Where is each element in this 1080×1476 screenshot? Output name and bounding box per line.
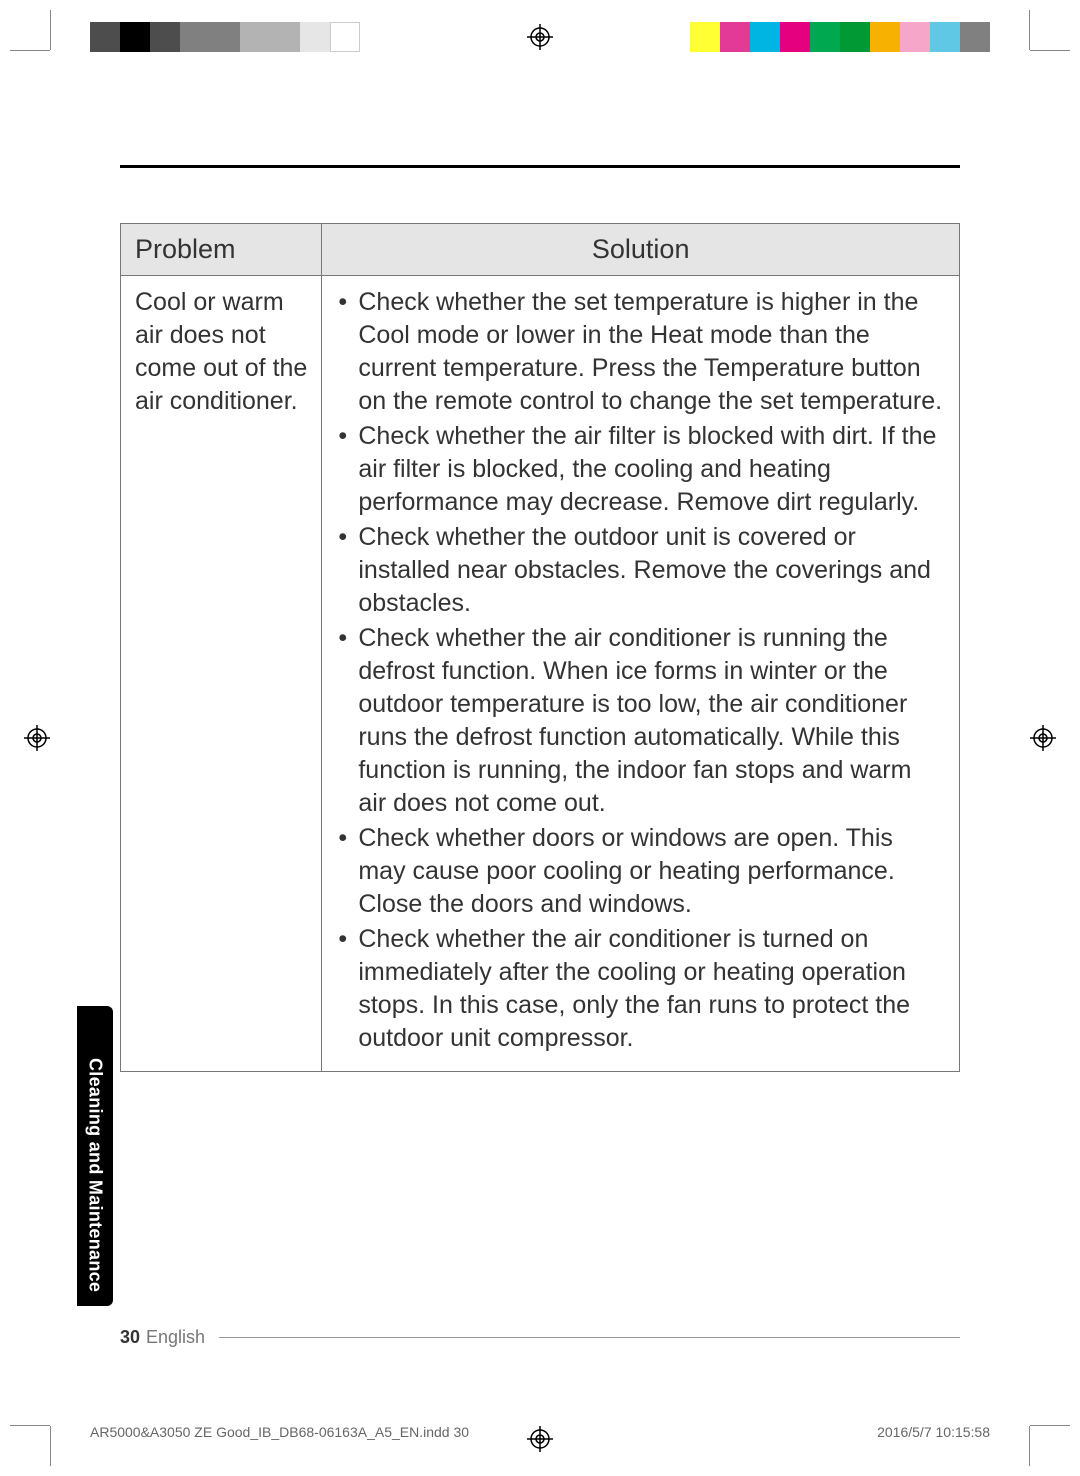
swatch xyxy=(870,22,900,52)
swatch xyxy=(330,22,360,52)
content-area: Problem Solution Cool or warm air does n… xyxy=(120,165,960,1072)
table-row: Cool or warm air does not come out of th… xyxy=(121,276,960,1072)
color-bar-right xyxy=(690,22,990,52)
registration-mark-icon xyxy=(1030,725,1056,751)
swatch xyxy=(750,22,780,52)
swatch xyxy=(270,22,300,52)
crop-mark-br xyxy=(1000,1396,1070,1466)
top-rule xyxy=(120,165,960,168)
header-problem: Problem xyxy=(121,224,322,276)
solution-item: Check whether the air conditioner is tur… xyxy=(336,923,945,1055)
table-header-row: Problem Solution xyxy=(121,224,960,276)
crop-mark-bl xyxy=(10,1396,80,1466)
swatch xyxy=(720,22,750,52)
slug-file: AR5000&A3050 ZE Good_IB_DB68-06163A_A5_E… xyxy=(90,1424,469,1440)
language-label: English xyxy=(146,1327,205,1348)
section-tab-label: Cleaning and Maintenance xyxy=(85,1044,106,1306)
solution-item: Check whether the air conditioner is run… xyxy=(336,622,945,820)
solution-item: Check whether the air filter is blocked … xyxy=(336,420,945,519)
registration-mark-icon xyxy=(24,725,50,751)
solution-list: Check whether the set temperature is hig… xyxy=(336,286,945,1055)
print-page: Problem Solution Cool or warm air does n… xyxy=(0,0,1080,1476)
page-number: 30 xyxy=(120,1327,140,1348)
swatch xyxy=(90,22,120,52)
crop-mark-tl xyxy=(10,10,80,80)
page-footer: 30 English xyxy=(120,1327,960,1348)
swatch xyxy=(690,22,720,52)
swatch xyxy=(930,22,960,52)
solution-item: Check whether doors or windows are open.… xyxy=(336,822,945,921)
solution-cell: Check whether the set temperature is hig… xyxy=(322,276,960,1072)
swatch xyxy=(900,22,930,52)
swatch xyxy=(780,22,810,52)
section-tab: Cleaning and Maintenance xyxy=(77,1006,113,1306)
swatch xyxy=(150,22,180,52)
crop-mark-tr xyxy=(1000,10,1070,80)
troubleshooting-table: Problem Solution Cool or warm air does n… xyxy=(120,223,960,1072)
swatch xyxy=(180,22,210,52)
print-slug: AR5000&A3050 ZE Good_IB_DB68-06163A_A5_E… xyxy=(90,1424,990,1440)
swatch xyxy=(120,22,150,52)
swatch xyxy=(960,22,990,52)
problem-cell: Cool or warm air does not come out of th… xyxy=(121,276,322,1072)
slug-time: 2016/5/7 10:15:58 xyxy=(877,1424,990,1440)
color-bar-left xyxy=(90,22,360,52)
footer-rule xyxy=(219,1337,960,1338)
header-solution: Solution xyxy=(322,224,960,276)
solution-item: Check whether the outdoor unit is covere… xyxy=(336,521,945,620)
swatch xyxy=(840,22,870,52)
swatch xyxy=(300,22,330,52)
registration-mark-icon xyxy=(527,24,553,50)
solution-item: Check whether the set temperature is hig… xyxy=(336,286,945,418)
swatch xyxy=(210,22,240,52)
swatch xyxy=(810,22,840,52)
swatch xyxy=(240,22,270,52)
